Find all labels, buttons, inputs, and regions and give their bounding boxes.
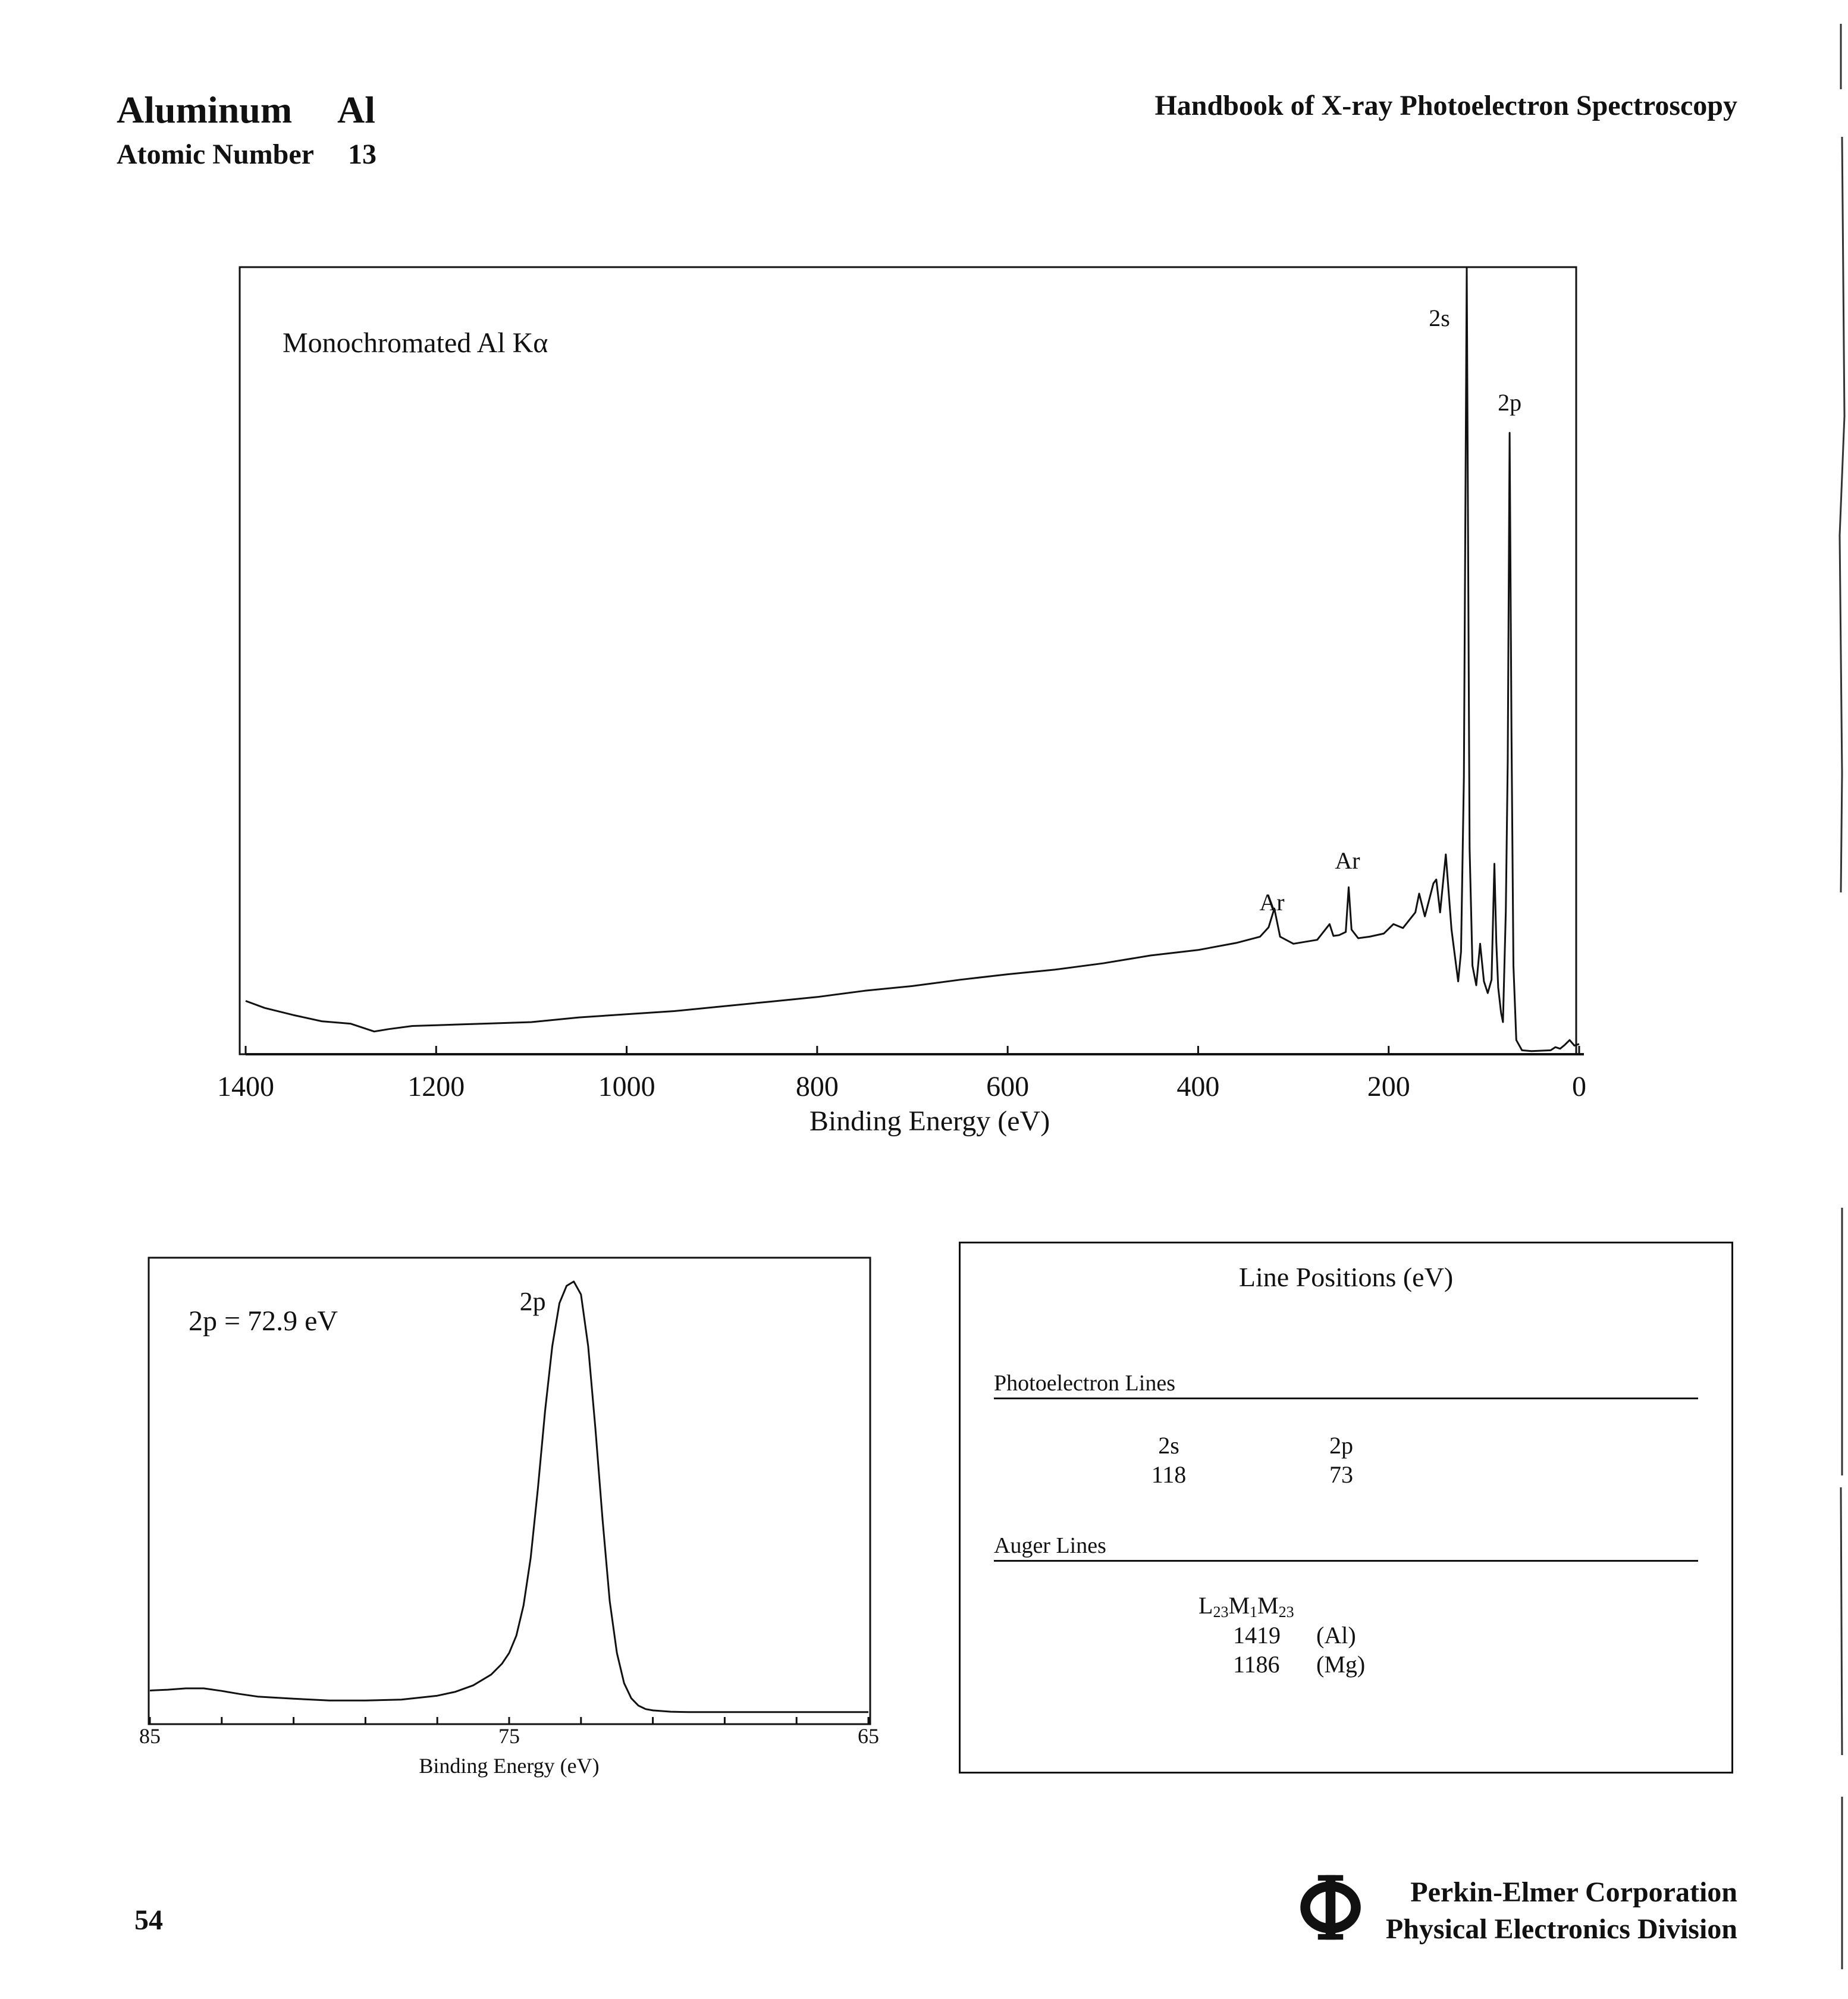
survey-peak-labels: 2s 2p Ar Ar <box>1259 305 1521 916</box>
x-tick-label: 65 <box>858 1724 879 1748</box>
detail-series-line <box>149 1280 868 1713</box>
auger-transition-part: 23 <box>1213 1603 1229 1621</box>
x-tick-label: 200 <box>1367 1071 1410 1102</box>
company-line-1: Perkin-Elmer Corporation <box>1410 1876 1737 1908</box>
peak-label: 2p <box>520 1287 546 1316</box>
detail-annotation: 2p = 72.9 eV <box>189 1305 338 1337</box>
peak-label: Ar <box>1259 889 1284 916</box>
peak-label: 2s <box>1429 305 1450 331</box>
company-name: Perkin-Elmer Corporation Physical Electr… <box>1386 1874 1737 1948</box>
x-tick-label: 0 <box>1572 1071 1586 1102</box>
photoelectron-line-value: 73 <box>1329 1461 1353 1488</box>
photoelectron-line-name: 2p <box>1329 1432 1353 1459</box>
survey-x-axis-label: Binding Energy (eV) <box>810 1105 1050 1137</box>
auger-transition-part: 1 <box>1250 1603 1258 1621</box>
x-tick-label: 85 <box>139 1724 161 1748</box>
auger-transition-part: L <box>1198 1592 1213 1619</box>
auger-transition-part: 23 <box>1278 1603 1294 1621</box>
company-line-2: Physical Electronics Division <box>1385 1913 1737 1945</box>
x-tick-label: 1400 <box>217 1071 274 1102</box>
atomic-number-label: Atomic Number <box>117 139 314 170</box>
x-tick-label: 1000 <box>598 1071 655 1102</box>
page-number: 54 <box>134 1904 163 1936</box>
photoelectron-lines-header: Photoelectron Lines <box>994 1370 1698 1399</box>
auger-line-source: (Al) <box>1316 1622 1356 1649</box>
detail-x-tick-labels: 85 75 65 <box>139 1724 879 1748</box>
photoelectron-line-value: 118 <box>1151 1461 1187 1488</box>
detail-x-ticks <box>149 1717 870 1724</box>
x-tick-label: 600 <box>986 1071 1029 1102</box>
survey-annotation: Monochromated Al Kα <box>283 327 548 359</box>
element-name: Aluminum <box>117 89 293 131</box>
auger-transition-part: M <box>1228 1592 1250 1619</box>
peak-label: 2p <box>1498 389 1521 416</box>
auger-lines-header: Auger Lines <box>994 1533 1698 1562</box>
x-tick-label: 75 <box>498 1724 520 1748</box>
survey-x-tick-labels: 1400 1200 1000 800 600 400 200 0 <box>217 1071 1586 1102</box>
peak-label: Ar <box>1335 847 1360 874</box>
line-positions-table: Line Positions (eV) Photoelectron Lines … <box>959 1242 1733 1774</box>
auger-transition: L23M1M23 <box>1198 1591 1294 1621</box>
atomic-number: 13 <box>348 139 376 170</box>
element-symbol: Al <box>337 89 375 131</box>
detail-peak-labels: 2p <box>520 1287 546 1316</box>
phi-logo-icon <box>1300 1875 1361 1940</box>
survey-series-line <box>245 267 1580 1052</box>
x-tick-label: 1200 <box>407 1071 465 1102</box>
survey-x-ticks <box>244 1046 1580 1054</box>
line-positions-title: Line Positions (eV) <box>1238 1262 1454 1292</box>
detail-spectrum-chart: 85 75 65 2p = 72.9 eV 2p Binding Energy (e… <box>139 1257 879 1778</box>
x-tick-label: 800 <box>796 1071 839 1102</box>
scan-edge-decoration <box>1838 24 1846 1969</box>
auger-line-value: 1419 <box>1233 1622 1281 1649</box>
auger-line-source: (Mg) <box>1316 1651 1366 1678</box>
handbook-title: Handbook of X-ray Photoelectron Spectros… <box>1154 90 1737 121</box>
detail-x-axis-label: Binding Energy (eV) <box>419 1754 599 1778</box>
auger-transition-part: M <box>1257 1592 1279 1619</box>
auger-line-value: 1186 <box>1233 1651 1280 1678</box>
x-tick-label: 400 <box>1176 1071 1219 1102</box>
survey-spectrum-chart: 1400 1200 1000 800 600 400 200 0 Monochromated … <box>217 266 1586 1137</box>
photoelectron-line-name: 2s <box>1158 1432 1179 1459</box>
